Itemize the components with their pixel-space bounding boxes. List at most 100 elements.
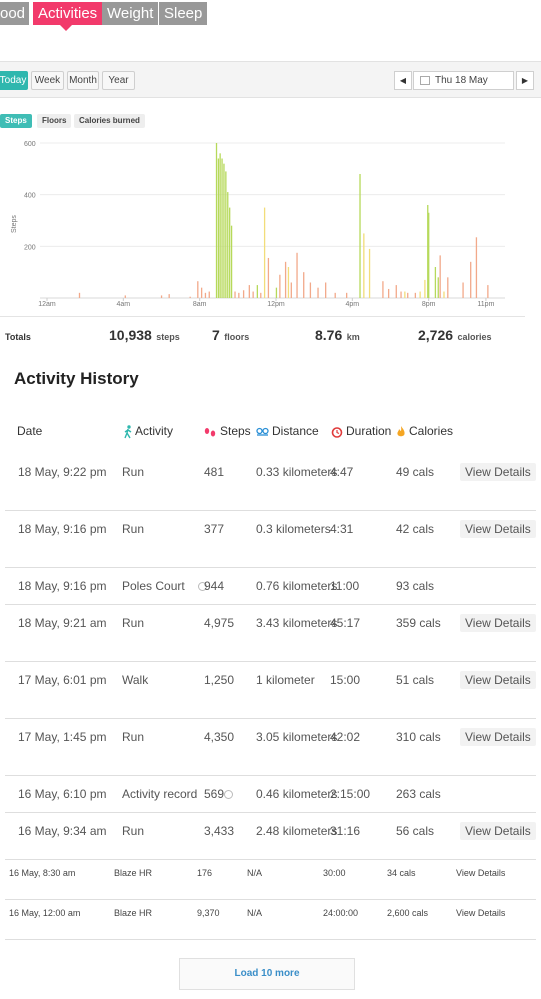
header-steps: Steps [204,424,251,442]
flame-icon [397,426,405,437]
cell-distance: 0.76 kilometers [256,579,338,593]
y-axis-label: Steps [11,215,18,233]
cell-steps: 9,370 [197,908,220,918]
x-tick-label: 8pm [422,301,436,308]
cell-distance: N/A [247,908,263,918]
chart-bar [407,292,409,298]
table-row: 16 May, 8:30 am Blaze HR 176 N/A 30:00 34 cal… [5,860,536,900]
tab-sleep[interactable]: Sleep [159,2,208,25]
chart-bar [287,267,290,298]
metric-calories-tab[interactable]: Calories burned [74,114,145,128]
total-floors-value: 7 [212,327,220,343]
totals-bar: Totals 10,938 steps 7 floors 8.76 km 2,7… [0,316,525,350]
cell-date: 16 May, 8:30 am [9,868,76,878]
manual-entry-clock-icon [198,582,208,591]
x-tick-label: 12am [38,301,56,308]
triangle-right-icon: ▶ [521,76,529,85]
cell-distance: N/A [247,868,263,878]
manual-entry-clock-icon [224,790,233,799]
chart-bar [400,291,402,298]
next-date-button[interactable]: ▶ [516,71,534,90]
cell-distance: 3.43 kilometers [256,616,338,630]
chart-bar [470,261,472,298]
cell-calories: 42 cals [396,522,435,536]
chart-bar [242,290,245,298]
tab-activities[interactable]: Activities [33,2,103,31]
cell-duration: 24:00:00 [323,908,359,918]
view-details-button[interactable]: View Details [460,822,536,840]
view-details-button[interactable]: View Details [460,614,536,632]
triangle-left-icon: ◀ [399,76,407,85]
total-steps-value: 10,938 [109,327,152,343]
cell-activity: Activity record [122,787,198,801]
cell-duration: 11:00 [330,579,360,593]
cell-duration: 2:15:00 [330,787,371,801]
chart-bar [256,285,258,298]
total-steps-unit: steps [156,332,180,342]
chart-bar [234,291,236,298]
chart-bar [208,291,210,298]
chart-bar [317,287,319,298]
chart-bar [424,279,426,298]
cell-date: 18 May, 9:16 pm [18,579,107,593]
period-month-button[interactable]: Month [67,71,99,90]
period-toolbar: Today Week Month Year ◀ Thu 18 May ▶ [0,61,541,98]
tab-weight[interactable]: Weight [102,2,159,25]
total-distance: 8.76 km [315,327,360,345]
chart-bar [248,285,250,298]
cell-duration: 30:00 [323,868,346,878]
chart-bar [419,291,421,298]
view-details-button[interactable]: View Details [460,463,536,481]
chart-bar [368,248,371,298]
y-tick-label: 600 [24,141,36,148]
cell-steps: 1,250 [204,673,235,687]
metric-floors-tab[interactable]: Floors [37,114,72,128]
period-year-button[interactable]: Year [102,71,135,90]
y-tick-label: 400 [24,193,36,200]
cell-calories: 51 cals [396,673,435,687]
cell-steps: 4,350 [204,730,235,744]
x-tick-label: 4pm [346,301,360,308]
period-today-button[interactable]: Today [0,71,28,90]
cell-duration: 4:47 [330,465,354,479]
y-tick-label: 200 [24,244,36,251]
chart-bar [279,274,281,298]
header-distance: Distance [256,424,319,442]
calendar-icon [420,76,430,85]
chart-bar [252,291,254,298]
cell-calories: 263 cals [396,787,441,801]
cell-activity: Poles Court [122,579,185,593]
cell-activity: Run [122,522,145,536]
chart-bar [260,292,262,298]
cell-steps: 377 [204,522,225,536]
chart-bar [414,292,417,298]
header-steps-label: Steps [220,424,251,438]
cell-duration: 45:17 [330,616,361,630]
chart-bar [303,272,305,298]
chart-bar [263,207,266,298]
tab-food[interactable]: ood [0,2,29,25]
cell-duration: 15:00 [330,673,361,687]
table-row: 16 May, 6:10 pm Activity record 569 0.46 ki… [5,776,536,813]
load-more-button[interactable]: Load 10 more [179,958,355,990]
x-tick-label: 12pm [267,301,285,308]
chart-bar [189,296,191,298]
view-details-button[interactable]: View Details [456,868,506,878]
prev-date-button[interactable]: ◀ [394,71,412,90]
total-floors-unit: floors [224,332,250,342]
chart-bar [404,291,406,298]
chart-bar [229,207,231,298]
view-details-button[interactable]: View Details [460,728,536,746]
date-picker[interactable]: Thu 18 May [413,71,514,90]
chart-bar [217,158,220,298]
cell-calories: 2,600 cals [387,908,429,918]
cell-steps: 481 [204,465,225,479]
chart-bar [221,158,223,298]
walking-person-icon [124,425,132,439]
view-details-button[interactable]: View Details [460,520,536,538]
cell-steps: 944 [204,579,225,593]
view-details-button[interactable]: View Details [460,671,536,689]
period-week-button[interactable]: Week [31,71,64,90]
metric-steps-tab[interactable]: Steps [0,114,32,128]
view-details-button[interactable]: View Details [456,908,506,918]
